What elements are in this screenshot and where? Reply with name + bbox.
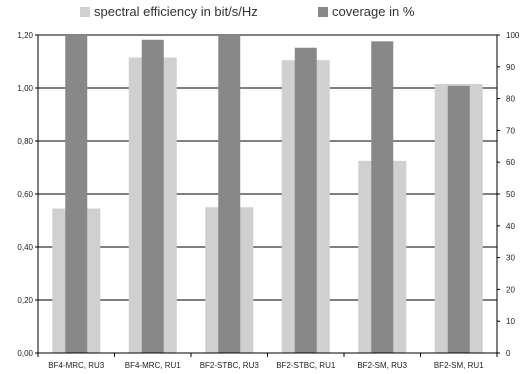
right-tick-label: 10	[506, 317, 515, 326]
right-tick-label: 50	[506, 190, 515, 199]
left-tick-label: 0,40	[17, 243, 33, 252]
right-tick-label: 70	[506, 126, 515, 135]
grid-lines	[38, 34, 497, 301]
legend-label-spectral-efficiency: spectral efficiency in bit/s/Hz	[94, 4, 258, 19]
legend-swatch-spectral-efficiency	[80, 7, 90, 17]
axes	[37, 35, 498, 357]
left-tick-label: 0,00	[17, 349, 33, 358]
right-tick-label: 80	[506, 95, 515, 104]
right-tick-label: 30	[506, 254, 515, 263]
right-axis-ticks: 0 10 20 30 40 50 60 70 80 90 100	[497, 31, 520, 358]
bar-coverage	[371, 41, 394, 354]
bar-coverage	[218, 35, 241, 353]
bar-coverage	[141, 39, 164, 354]
category-label: BF2-STBC, RU1	[276, 361, 336, 370]
left-tick-label: 0,80	[17, 137, 33, 146]
bar-coverage	[65, 35, 88, 353]
category-label: BF2-SM, RU1	[434, 361, 484, 370]
category-labels: BF4-MRC, RU3 BF4-MRC, RU1 BF2-STBC, RU3 BF2…	[48, 361, 484, 370]
category-label: BF2-STBC, RU3	[200, 361, 260, 370]
right-tick-label: 0	[506, 349, 511, 358]
right-tick-label: 20	[506, 285, 515, 294]
right-tick-label: 100	[506, 31, 520, 40]
left-tick-label: 1,00	[17, 84, 33, 93]
legend-label-coverage: coverage in %	[332, 4, 415, 19]
category-label: BF4-MRC, RU1	[125, 361, 182, 370]
left-tick-label: 0,60	[17, 190, 33, 199]
category-label: BF2-SM, RU3	[357, 361, 407, 370]
right-tick-label: 90	[506, 63, 515, 72]
legend: spectral efficiency in bit/s/Hz coverage…	[80, 4, 415, 19]
bar-coverage	[447, 85, 470, 353]
bar-coverage	[294, 47, 317, 353]
right-tick-label: 40	[506, 222, 515, 231]
bars	[52, 35, 483, 354]
left-tick-label: 0,20	[17, 296, 33, 305]
category-label: BF4-MRC, RU3	[48, 361, 105, 370]
legend-swatch-coverage	[318, 7, 328, 17]
left-axis-ticks: 0,00 0,20 0,40 0,60 0,80 1,00 1,20	[17, 31, 38, 358]
right-tick-label: 60	[506, 158, 515, 167]
left-tick-label: 1,20	[17, 31, 33, 40]
